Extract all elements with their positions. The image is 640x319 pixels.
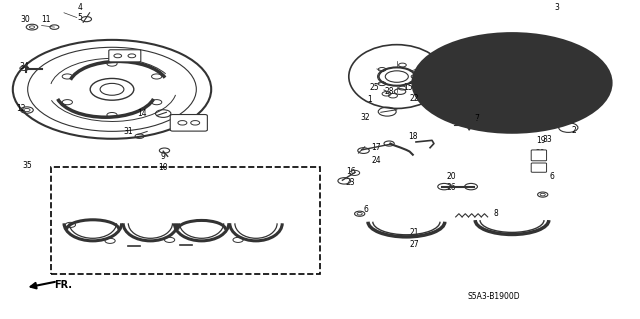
Circle shape: [413, 33, 611, 132]
Text: 16: 16: [346, 167, 356, 176]
Text: 12: 12: [16, 104, 25, 113]
Text: S5A3-B1900D: S5A3-B1900D: [467, 292, 520, 301]
Text: 28: 28: [385, 87, 394, 96]
Text: 31: 31: [123, 127, 133, 136]
Text: 14: 14: [137, 109, 147, 118]
Text: 10: 10: [158, 163, 168, 172]
FancyBboxPatch shape: [531, 163, 547, 172]
Text: 22: 22: [410, 94, 419, 103]
Text: 25: 25: [369, 83, 380, 92]
Text: 3: 3: [554, 4, 559, 12]
Text: 13: 13: [180, 121, 191, 130]
Bar: [51, 167, 320, 274]
Text: 8: 8: [493, 209, 499, 218]
Text: 5: 5: [77, 13, 83, 22]
Text: 20: 20: [446, 172, 456, 181]
Ellipse shape: [543, 89, 577, 106]
Text: 19: 19: [536, 137, 546, 145]
Text: 21: 21: [410, 228, 419, 237]
Text: 34: 34: [19, 63, 29, 71]
Text: 30: 30: [20, 15, 31, 24]
Text: 18: 18: [408, 132, 417, 141]
FancyBboxPatch shape: [109, 50, 141, 62]
Text: 35: 35: [22, 161, 32, 170]
FancyBboxPatch shape: [531, 150, 547, 161]
Text: 11: 11: [42, 15, 51, 24]
Text: 32: 32: [360, 113, 370, 122]
Text: 6: 6: [549, 172, 554, 181]
Text: 4: 4: [77, 3, 83, 11]
FancyBboxPatch shape: [170, 115, 207, 131]
Text: 24: 24: [371, 156, 381, 165]
Text: 17: 17: [371, 143, 381, 152]
Text: 15: 15: [403, 83, 413, 92]
Text: 26: 26: [446, 183, 456, 192]
Text: 9: 9: [161, 152, 166, 161]
Text: 27: 27: [410, 241, 420, 249]
Text: 33: 33: [542, 135, 552, 144]
Text: 6: 6: [364, 205, 369, 214]
Text: 29: 29: [536, 149, 546, 158]
Text: 1: 1: [367, 95, 372, 104]
Text: 2: 2: [571, 126, 576, 135]
Text: 23: 23: [346, 178, 356, 187]
Text: 7: 7: [474, 114, 479, 123]
Text: FR.: FR.: [54, 279, 72, 290]
